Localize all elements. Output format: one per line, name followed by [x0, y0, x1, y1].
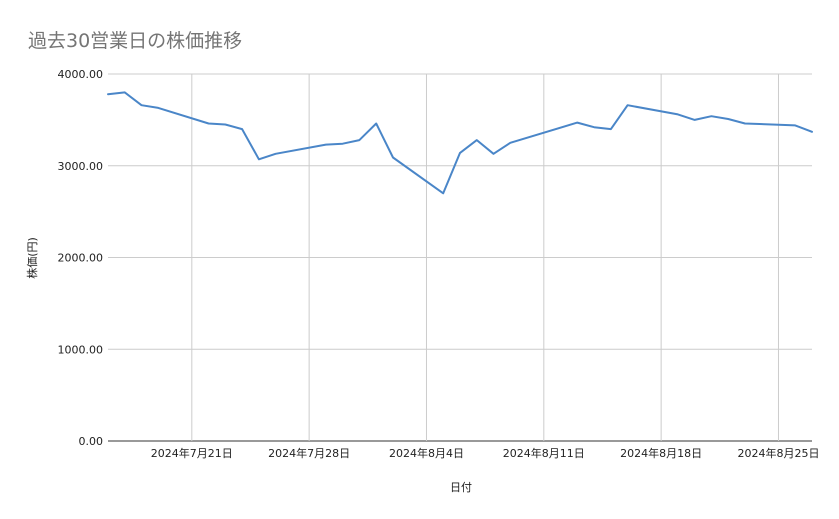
- x-tick-label: 2024年8月11日: [503, 446, 585, 460]
- y-tick-label: 2000.00: [58, 252, 104, 265]
- grid: [108, 73, 812, 442]
- x-tick-label: 2024年8月18日: [620, 446, 702, 460]
- y-tick-label: 0.00: [79, 435, 104, 448]
- x-tick-label: 2024年8月25日: [737, 446, 819, 460]
- x-axis-title: 日付: [450, 481, 472, 494]
- y-tick-label: 1000.00: [58, 343, 104, 356]
- x-tick-label: 2024年8月4日: [389, 446, 464, 460]
- y-axis-title: 株価(円): [25, 237, 39, 279]
- y-tick-label: 3000.00: [58, 160, 104, 173]
- series-layer: [107, 91, 813, 195]
- x-tick-label: 2024年7月28日: [268, 446, 350, 460]
- x-tick-label: 2024年7月21日: [151, 446, 233, 460]
- y-axis-tick-labels: 0.00 1000.00 2000.00 3000.00 4000.00: [58, 68, 104, 448]
- chart-title: 過去30営業日の株価推移: [28, 30, 243, 52]
- x-axis-tick-labels: 2024年7月21日 2024年7月28日 2024年8月4日 2024年8月11日 2…: [151, 446, 820, 460]
- y-tick-label: 4000.00: [58, 68, 104, 81]
- series-line: [107, 91, 813, 195]
